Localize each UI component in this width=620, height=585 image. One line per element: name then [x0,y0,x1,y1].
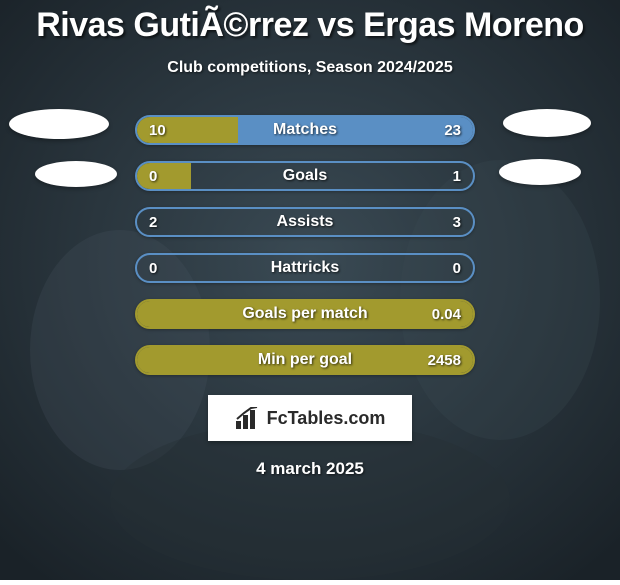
stat-right-value: 1 [453,163,461,189]
stat-label: Goals per match [137,301,473,327]
stat-right-value: 23 [444,117,461,143]
bars-icon [235,407,261,429]
page-title: Rivas GutiÃ©rrez vs Ergas Moreno [36,6,584,45]
player-oval [9,109,109,139]
stat-bar: 2Assists3 [135,207,475,237]
player-oval [499,159,581,185]
stat-bar: Goals per match0.04 [135,299,475,329]
stat-bars: 10Matches230Goals12Assists30Hattricks0Go… [135,115,475,375]
stat-right-value: 2458 [428,347,461,373]
stat-label: Hattricks [137,255,473,281]
stat-label: Matches [137,117,473,143]
right-player-ovals [493,109,591,185]
stat-label: Assists [137,209,473,235]
stat-label: Goals [137,163,473,189]
fctables-logo[interactable]: FcTables.com [208,395,412,441]
page-subtitle: Club competitions, Season 2024/2025 [167,59,452,77]
player-oval [503,109,591,137]
footer-date: 4 march 2025 [256,459,364,479]
player-oval [35,161,117,187]
stat-right-value: 3 [453,209,461,235]
stat-label: Min per goal [137,347,473,373]
logo-text: FcTables.com [267,408,386,429]
left-player-ovals [29,109,117,187]
stats-area: 10Matches230Goals12Assists30Hattricks0Go… [0,115,620,375]
stat-bar: Min per goal2458 [135,345,475,375]
stat-bar: 10Matches23 [135,115,475,145]
stat-bar: 0Hattricks0 [135,253,475,283]
stat-right-value: 0 [453,255,461,281]
stat-right-value: 0.04 [432,301,461,327]
stat-bar: 0Goals1 [135,161,475,191]
